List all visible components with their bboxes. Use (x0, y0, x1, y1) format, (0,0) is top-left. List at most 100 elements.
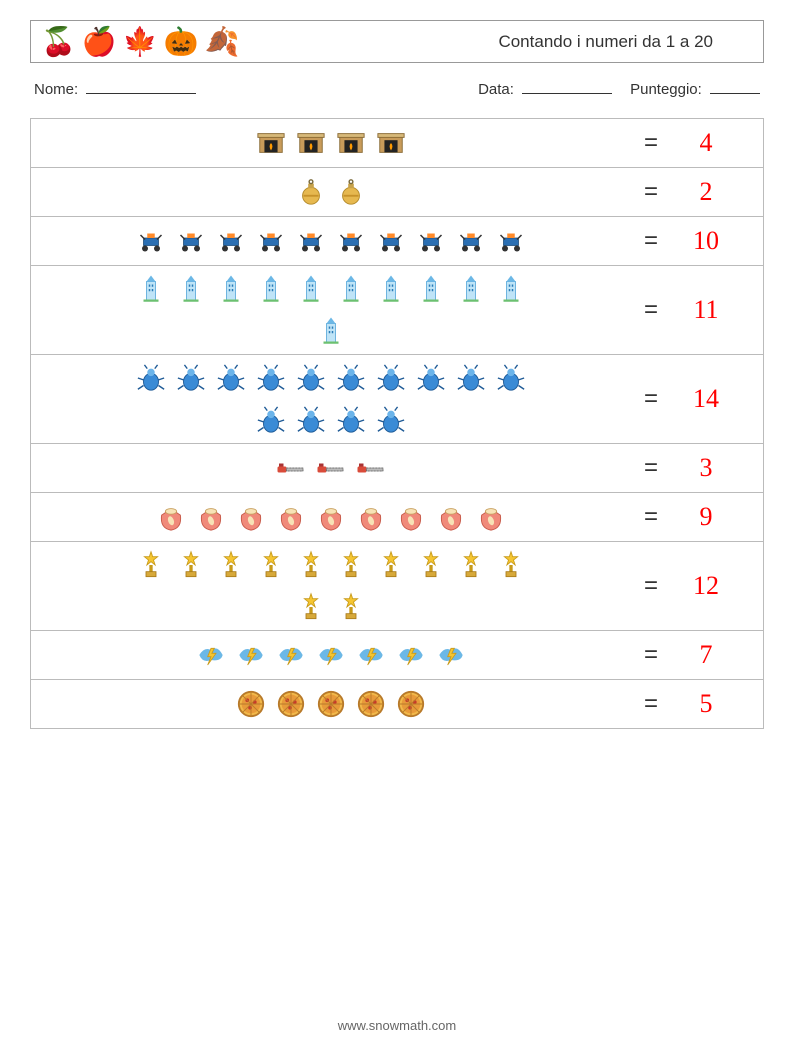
rover-icon (414, 224, 448, 258)
lightning-icon (434, 638, 468, 672)
score-label: Punteggio: (630, 81, 702, 98)
table-row: =2 (31, 168, 763, 217)
equals-symbol: = (631, 355, 671, 443)
bug-icon (134, 361, 168, 395)
fireplace-icon (294, 126, 328, 160)
lightning-icon (354, 638, 388, 672)
bug-icon (374, 361, 408, 395)
trophy-icon (334, 590, 368, 624)
trophy-icon (294, 590, 328, 624)
icons-cell (31, 444, 631, 492)
trophy-icon (174, 548, 208, 582)
bug-icon (294, 403, 328, 437)
icons-cell (31, 217, 631, 265)
ornament-icon (334, 175, 368, 209)
trophy-icon (454, 548, 488, 582)
equals-symbol: = (631, 542, 671, 630)
answer-value: 2 (700, 177, 713, 207)
table-row: =7 (31, 631, 763, 680)
fireplace-icon (254, 126, 288, 160)
building-icon (334, 272, 368, 306)
table-row: = 11 (31, 266, 763, 355)
trophy-icon (134, 548, 168, 582)
bug-icon (374, 403, 408, 437)
answer-value: 5 (700, 689, 713, 719)
maple-icon: 🍁 (123, 25, 158, 58)
lightning-icon (194, 638, 228, 672)
answer-value: 9 (700, 502, 713, 532)
table-row: =9 (31, 493, 763, 542)
answer-value: 10 (693, 226, 719, 256)
answer-cell: 14 (671, 355, 741, 443)
bug-icon (254, 361, 288, 395)
table-row: =12 (31, 542, 763, 631)
pizza-icon (234, 687, 268, 721)
sack-icon (474, 500, 508, 534)
name-blank[interactable] (86, 93, 196, 94)
answer-value: 3 (700, 453, 713, 483)
answer-cell: 2 (671, 168, 741, 216)
date-label: Data: (478, 81, 514, 98)
sack-icon (274, 500, 308, 534)
trophy-icon (494, 548, 528, 582)
footer-url: www.snowmath.com (0, 1018, 794, 1033)
trophy-icon (334, 548, 368, 582)
answer-cell: 10 (671, 217, 741, 265)
answer-cell: 7 (671, 631, 741, 679)
equals-symbol: = (631, 444, 671, 492)
equals-symbol: = (631, 493, 671, 541)
table-row: =5 (31, 680, 763, 729)
building-icon (254, 272, 288, 306)
answer-cell: 11 (671, 266, 741, 354)
answer-value: 11 (693, 295, 718, 325)
icons-cell (31, 355, 631, 443)
sack-icon (394, 500, 428, 534)
icons-cell (31, 266, 631, 354)
header-icon-row: 🍒 🍎 🍁 🎃 🍂 (41, 25, 239, 58)
table-row: = 10 (31, 217, 763, 266)
building-icon (374, 272, 408, 306)
trophy-icon (374, 548, 408, 582)
sack-icon (354, 500, 388, 534)
answer-value: 4 (700, 128, 713, 158)
table-row: = 14 (31, 355, 763, 444)
bug-icon (174, 361, 208, 395)
icons-cell (31, 631, 631, 679)
building-icon (134, 272, 168, 306)
chainsaw-icon (274, 451, 308, 485)
answer-value: 14 (693, 384, 719, 414)
fireplace-icon (374, 126, 408, 160)
answer-cell: 5 (671, 680, 741, 728)
equals-symbol: = (631, 217, 671, 265)
rover-icon (374, 224, 408, 258)
rover-icon (174, 224, 208, 258)
pizza-icon (274, 687, 308, 721)
bug-icon (334, 403, 368, 437)
equals-symbol: = (631, 631, 671, 679)
apple-icon: 🍎 (82, 25, 117, 58)
equals-symbol: = (631, 168, 671, 216)
lightning-icon (314, 638, 348, 672)
rover-icon (254, 224, 288, 258)
bug-icon (494, 361, 528, 395)
equals-symbol: = (631, 680, 671, 728)
table-row: =3 (31, 444, 763, 493)
ornament-icon (294, 175, 328, 209)
score-blank[interactable] (710, 93, 760, 94)
answer-cell: 4 (671, 119, 741, 167)
icons-cell (31, 493, 631, 541)
pumpkin-icon: 🎃 (164, 25, 199, 58)
lightning-icon (394, 638, 428, 672)
bug-icon (454, 361, 488, 395)
icons-cell (31, 168, 631, 216)
bug-icon (254, 403, 288, 437)
building-icon (214, 272, 248, 306)
sack-icon (314, 500, 348, 534)
rover-icon (134, 224, 168, 258)
equals-symbol: = (631, 266, 671, 354)
trophy-icon (254, 548, 288, 582)
answer-cell: 12 (671, 542, 741, 630)
name-label: Nome: (34, 81, 78, 98)
date-blank[interactable] (522, 93, 612, 94)
building-icon (494, 272, 528, 306)
